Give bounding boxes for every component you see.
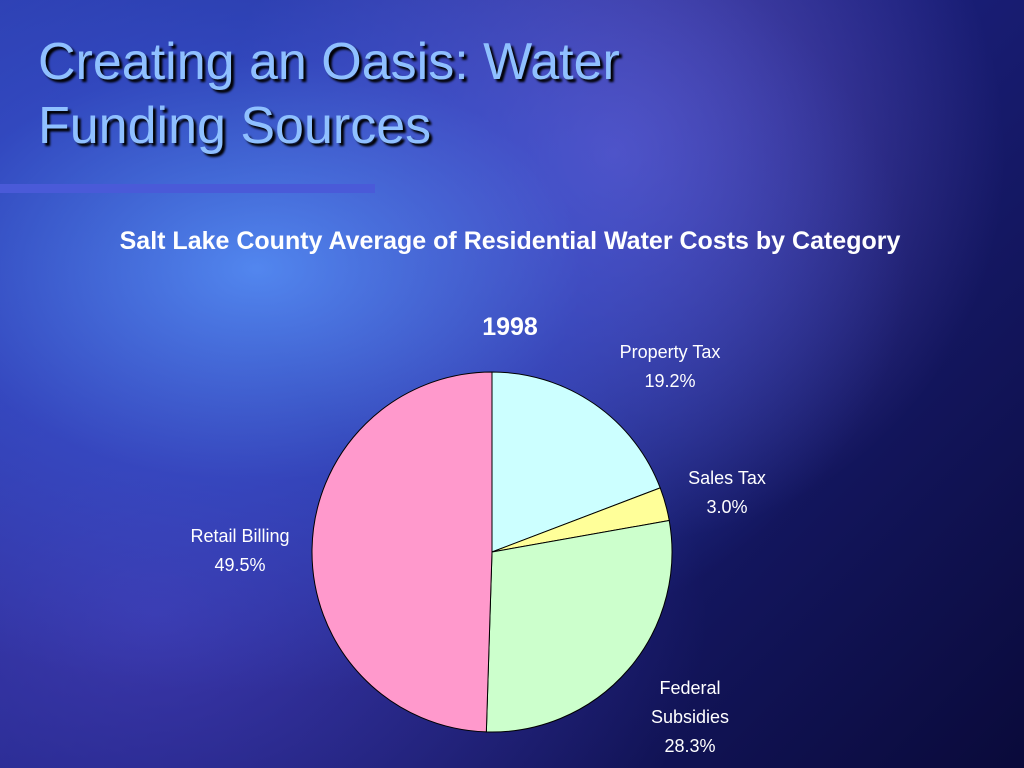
slice-value: 3.0% xyxy=(706,497,748,517)
slice-label: Sales Tax xyxy=(688,468,766,488)
slice-value: 49.5% xyxy=(214,555,266,575)
pie-slice xyxy=(485,519,673,733)
pie-slice xyxy=(491,371,661,553)
slice-value: 19.2% xyxy=(644,371,696,391)
slice-label: Federal Subsidies xyxy=(650,678,730,727)
title-underline xyxy=(0,184,375,193)
chart-subtitle: 1998 xyxy=(482,313,538,341)
slide-title: Creating an Oasis: Water Funding Sources xyxy=(38,33,620,155)
pie-slice xyxy=(311,371,493,733)
slice-value: 28.3% xyxy=(664,736,716,756)
slice-label: Retail Billing xyxy=(190,526,290,546)
slice-label: Property Tax xyxy=(619,342,721,362)
chart-title: Salt Lake County Average of Residential … xyxy=(119,227,901,255)
